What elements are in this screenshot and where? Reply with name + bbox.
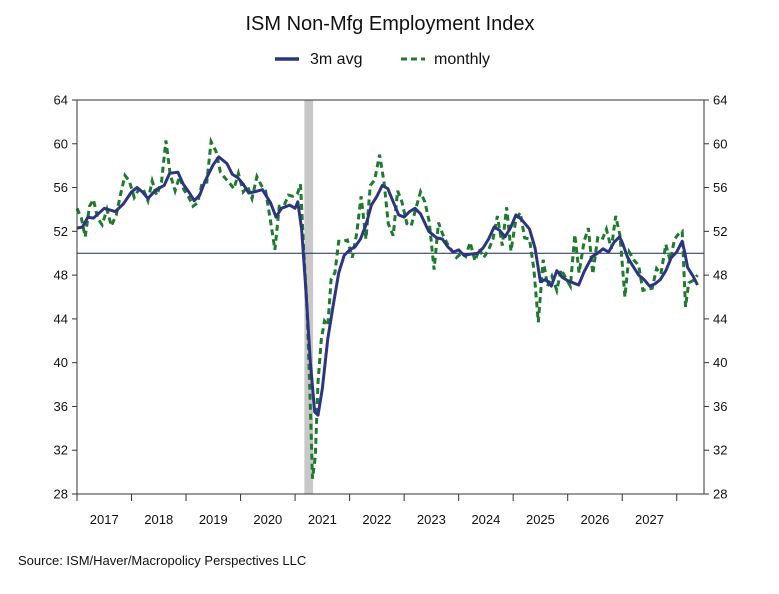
legend-label-monthly: monthly [434,51,490,68]
y-tick-label-right: 40 [713,355,727,370]
x-tick-label: 2019 [199,512,228,527]
x-tick-label: 2021 [308,512,337,527]
y-tick-label-right: 56 [713,180,727,195]
series-line-3m-avg [76,155,699,417]
shaded-recession-band [304,100,314,494]
x-axis: 2017 2018 2019 2020 2021 2022 2023 2024 2025 2026… [76,494,678,527]
y-axis-right: 28 32 36 40 44 48 52 56 60 64 [704,93,727,502]
legend: 3m avg monthly [275,51,490,68]
x-tick-label: 2024 [471,512,500,527]
y-tick-label-left: 52 [54,224,68,239]
source-note: Source: ISM/Haver/Macropolicy Perspectiv… [18,553,307,568]
y-tick-label-left: 56 [54,180,68,195]
legend-label-3m-avg: 3m avg [310,51,362,68]
x-tick-label: 2020 [253,512,282,527]
chart-title: ISM Non-Mfg Employment Index [246,13,535,35]
x-tick-label: 2022 [362,512,391,527]
y-tick-label-left: 32 [54,443,68,458]
y-tick-label-right: 52 [713,224,727,239]
y-tick-label-left: 60 [54,136,68,151]
x-tick-label: 2018 [144,512,173,527]
x-tick-label: 2027 [635,512,664,527]
y-tick-label-left: 36 [54,399,68,414]
y-tick-label-right: 64 [713,93,727,108]
series-line-monthly [75,136,699,479]
x-tick-label: 2025 [526,512,555,527]
y-tick-label-right: 44 [713,311,727,326]
y-tick-label-left: 28 [54,487,68,502]
plot-frame [76,99,705,495]
x-tick-label: 2023 [417,512,446,527]
y-tick-label-left: 44 [54,311,68,326]
y-tick-label-right: 48 [713,268,727,283]
y-tick-label-right: 32 [713,443,727,458]
y-tick-label-right: 36 [713,399,727,414]
y-tick-label-left: 64 [54,93,68,108]
y-tick-label-right: 60 [713,136,727,151]
x-tick-label: 2017 [90,512,119,527]
y-tick-label-right: 28 [713,487,727,502]
y-tick-label-left: 40 [54,355,68,370]
y-tick-label-left: 48 [54,268,68,283]
y-axis-left: 28 32 36 40 44 48 52 56 60 64 [54,93,77,502]
x-tick-label: 2026 [580,512,609,527]
